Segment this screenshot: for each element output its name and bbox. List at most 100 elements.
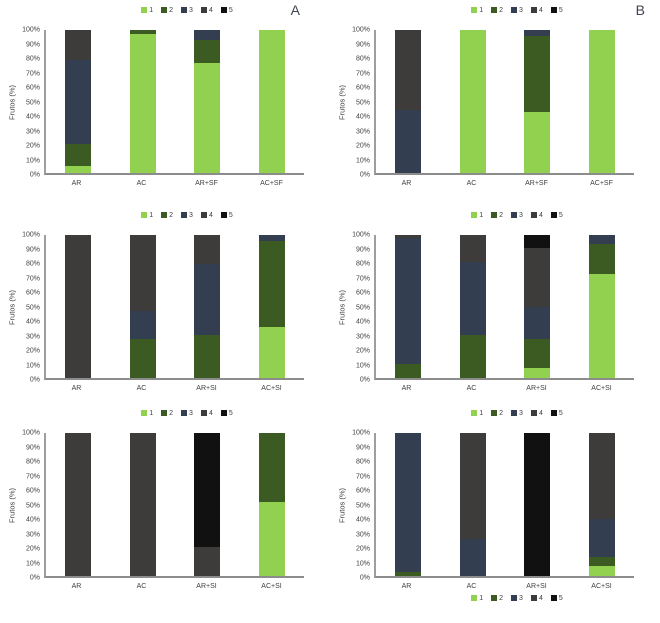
stacked-bar-AR [395, 235, 422, 378]
x-category-label: AR+SI [526, 583, 547, 590]
legend-swatch-icon [141, 212, 148, 218]
x-category-label: AR+SF [195, 180, 218, 187]
legend-label: 4 [208, 211, 213, 219]
bar-segment-3 [129, 310, 156, 340]
stacked-bar-AC [459, 433, 486, 576]
legend-swatch-icon [181, 410, 188, 416]
y-tick-label: 80% [25, 260, 40, 268]
bar-segment-4 [194, 547, 221, 576]
x-category-label: AC [466, 180, 477, 187]
y-tick-label: 90% [25, 444, 40, 451]
stacked-bar-chart-b1: 1 2 3 4 5 Frutos (%) 0% 10% 20% 30% 40% 50% 60% 70%… [336, 5, 660, 187]
plot-wrap: AR AC AR+SF AC+SF [374, 30, 634, 187]
y-tick-label: 70% [355, 275, 370, 282]
x-axis-labels: AR AC AR+SI AC+SI [44, 380, 304, 392]
legend-item-4: 4 [200, 211, 213, 219]
legend-swatch-icon [511, 595, 518, 601]
legend-item-1: 1 [141, 7, 153, 14]
legend-label: 1 [479, 211, 484, 219]
y-tick-label: 100% [352, 26, 370, 34]
plot-area [374, 433, 634, 578]
legend-swatch-icon [491, 410, 498, 416]
legend-swatch-icon [181, 7, 188, 13]
y-axis-title: Frutos (%) [337, 85, 347, 121]
y-tick-label: 20% [355, 142, 370, 150]
stacked-bar-AR+SF [524, 30, 551, 173]
y-tick-label: 80% [355, 55, 370, 63]
bar-slot [570, 433, 635, 576]
legend-label: 4 [208, 409, 213, 417]
legend-swatch-icon [141, 410, 148, 416]
chart-body: Frutos (%) 0% 10% 20% 30% 40% 50% 60% 70% 80% 90%… [336, 26, 660, 187]
y-tick-label: 10% [355, 157, 370, 164]
y-tick-label: 80% [355, 260, 370, 268]
legend-item-1: 1 [471, 212, 483, 219]
stacked-bar-AR [65, 30, 92, 173]
x-axis-labels: AR AC AR+SF AC+SF [44, 175, 304, 187]
x-category-label: AC [466, 583, 477, 590]
legend-swatch-icon [471, 410, 478, 416]
plot-wrap: AR AC AR+SI AC+SI [374, 433, 634, 590]
y-tick-label: 70% [25, 70, 40, 77]
y-tick-label: 0% [29, 574, 40, 582]
bar-slot [175, 30, 240, 173]
bar-segment-1 [459, 30, 486, 173]
bar-slot [441, 433, 506, 576]
bar-slot [441, 235, 506, 378]
legend-swatch-icon [550, 7, 557, 13]
x-category-label: AC [136, 180, 147, 187]
legend-label: 4 [538, 594, 543, 602]
chart-cell-bottom-left: 1 2 3 4 5 Frutos (%) 0% 10% 20% 30% 40% 50% 60% 70%… [0, 403, 330, 623]
bar-segment-3 [459, 262, 486, 336]
legend-swatch-icon [530, 410, 537, 416]
y-tick-label: 0% [29, 376, 40, 384]
legend-swatch-icon [471, 212, 478, 218]
y-tick-label: 10% [355, 362, 370, 369]
bar-segment-3 [194, 30, 221, 41]
legend-swatch-icon [161, 7, 168, 13]
legend-swatch-icon [200, 410, 207, 416]
legend-label: 3 [519, 211, 523, 219]
legend-item-3: 3 [181, 410, 193, 417]
legend-label: 1 [479, 6, 484, 14]
legend-item-4: 4 [530, 594, 543, 602]
plot-wrap: AR AC AR+SI AC+SI [374, 235, 634, 392]
bar-segment-1 [65, 165, 92, 173]
bar-slot [376, 433, 441, 576]
legend-label: 5 [228, 211, 233, 219]
y-tick-label: 90% [25, 41, 40, 48]
y-tick-label: 70% [355, 70, 370, 77]
legend-item-5: 5 [220, 7, 233, 14]
y-axis-title: Frutos (%) [7, 290, 17, 326]
y-tick-label: 90% [25, 246, 40, 253]
chart-legend: 1 2 3 4 5 [6, 408, 330, 418]
legend-label: 1 [479, 594, 484, 602]
legend-swatch-icon [530, 212, 537, 218]
y-tick-label: 50% [25, 99, 40, 106]
legend-item-1: 1 [141, 212, 153, 219]
legend-label: 1 [149, 409, 154, 417]
legend-swatch-icon [181, 212, 188, 218]
stacked-bar-AR+SF [194, 30, 221, 173]
stacked-bar-chart-b2: 1 2 3 4 5 Frutos (%) 0% 10% 20% 30% 40% 50% 60% 70%… [336, 210, 660, 392]
stacked-bar-AR+SI [194, 235, 221, 378]
legend-label: 4 [538, 211, 543, 219]
y-tick-label: 90% [355, 246, 370, 253]
x-category-label: AR+SI [196, 583, 217, 590]
x-category-label: AC [136, 385, 147, 392]
stacked-bar-AC+SI [588, 235, 615, 378]
legend-label: 2 [169, 6, 174, 14]
stacked-bar-AR [395, 433, 422, 576]
y-tick-label: 70% [25, 275, 40, 282]
y-axis-title: Frutos (%) [337, 290, 347, 326]
legend-item-2: 2 [491, 410, 503, 417]
legend-swatch-icon [141, 7, 148, 13]
plot-area [44, 433, 304, 578]
bar-segment-1 [524, 368, 551, 378]
x-category-label: AC [136, 583, 147, 590]
y-axis-title: Frutos (%) [7, 488, 17, 524]
legend-label: 4 [208, 6, 213, 14]
stacked-bar-AR+SI [524, 433, 551, 576]
chart-cell-top-left: A 1 2 3 4 5 Frutos (%) 0% 10% 20% 30% 40% 50% 60% 7… [0, 0, 330, 205]
